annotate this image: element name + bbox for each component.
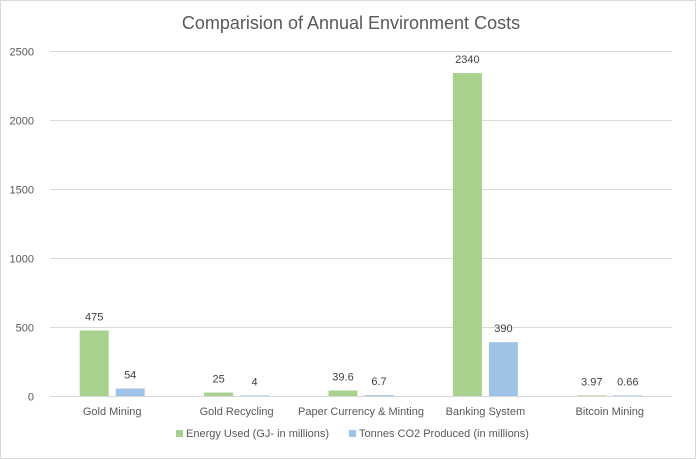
data-label: 2340 <box>455 54 479 66</box>
data-labels: 475 54 25 4 39.6 6.7 2340 390 3.97 0.66 <box>85 54 638 388</box>
data-label: 3.97 <box>581 376 602 388</box>
bar-energy <box>577 395 607 396</box>
data-label: 25 <box>212 374 224 386</box>
legend-label: Energy Used (GJ- in millions) <box>186 428 329 440</box>
category-label: Gold Recycling <box>200 406 274 418</box>
category-label: Banking System <box>446 406 525 418</box>
bar-energy <box>328 390 358 396</box>
data-label: 6.7 <box>371 376 386 388</box>
legend: Energy Used (GJ- in millions) Tonnes CO2 … <box>176 428 529 440</box>
y-tick-label: 2500 <box>10 47 34 59</box>
y-axis-ticks: 0 500 1000 1500 2000 2500 <box>10 47 34 404</box>
bar-co2 <box>115 388 145 396</box>
bars <box>79 73 643 396</box>
y-tick-label: 1500 <box>10 185 34 197</box>
legend-swatch <box>349 430 356 437</box>
legend-swatch <box>176 430 183 437</box>
category-labels: Gold Mining Gold Recycling Paper Currency … <box>83 406 644 418</box>
data-label: 54 <box>124 370 136 382</box>
y-tick-label: 500 <box>16 323 34 335</box>
bar-co2 <box>613 395 643 396</box>
chart-title: Comparision of Annual Environment Costs <box>182 13 520 33</box>
bar-energy <box>452 73 482 396</box>
y-tick-label: 1000 <box>10 254 34 266</box>
data-label: 39.6 <box>332 372 353 384</box>
category-label: Gold Mining <box>83 406 142 418</box>
bar-co2 <box>240 395 270 396</box>
bar-co2 <box>488 342 518 396</box>
data-label: 475 <box>85 311 103 323</box>
legend-label: Tonnes CO2 Produced (in millions) <box>359 428 529 440</box>
gridlines <box>50 51 672 397</box>
bar-energy <box>79 330 109 396</box>
data-label: 0.66 <box>617 376 638 388</box>
y-tick-label: 2000 <box>10 116 34 128</box>
bar-co2 <box>364 395 394 396</box>
data-label: 4 <box>252 376 258 388</box>
bar-energy <box>204 392 234 396</box>
category-label: Bitcoin Mining <box>576 406 644 418</box>
category-label: Paper Currency & Minting <box>298 406 424 418</box>
y-tick-label: 0 <box>28 392 34 404</box>
data-label: 390 <box>494 323 512 335</box>
